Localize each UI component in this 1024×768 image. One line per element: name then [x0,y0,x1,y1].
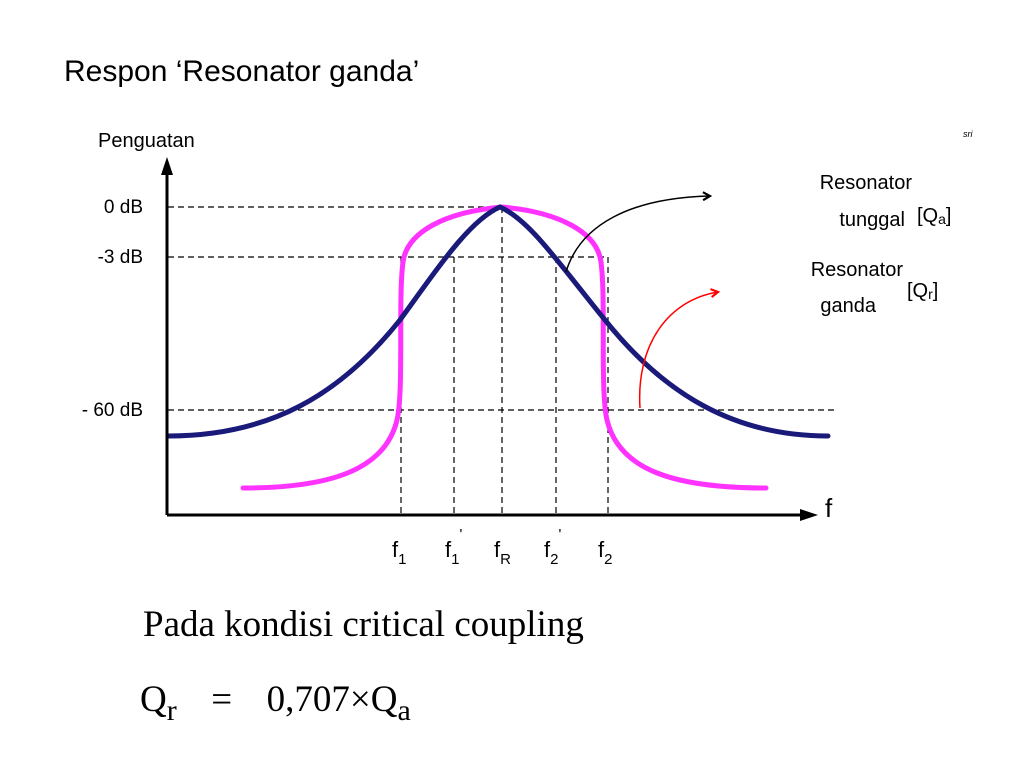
y-tick-3db: -3 dB [98,247,143,268]
slide-title: Respon ‘Resonator ganda’ [64,55,420,88]
formula: Qr = 0,707×Qa [140,676,411,727]
formula-equals: = [211,679,233,720]
single-resonator-curve [165,204,831,439]
single-resonator-label-line1: Resonator [820,172,913,194]
y-tick-60db: - 60 dB [82,400,143,421]
y-tick-0db: 0 dB [104,197,143,218]
double-resonator-pointer [638,292,718,409]
x-tick-fR: fR [494,537,511,568]
double-resonator-label-line2: ganda [820,295,876,317]
formula-rhs: Q [370,679,398,720]
x-axis-label: f [825,493,833,523]
y-axis-label: Penguatan [98,130,195,152]
formula-times: × [349,679,371,720]
double-resonator-q: [Qr] [907,280,938,302]
x-axis-arrowhead [800,509,818,521]
formula-lhs-sub: r [166,694,177,727]
x-tick-f1-prime: f1' [445,526,462,568]
x-tick-f2-prime: f2' [544,526,561,568]
y-axis-arrowhead [161,157,173,175]
axes [165,170,806,517]
x-tick-f1: f1 [392,537,406,568]
single-resonator-q: [Qa] [917,205,951,227]
double-resonator-curve [240,204,769,491]
double-resonator-label-line1: Resonator [811,259,904,281]
single-resonator-label-line2: tunggal [839,209,905,231]
formula-lhs: Q [140,679,167,720]
formula-rhs-sub: a [397,694,411,727]
single-resonator-pointer [565,196,710,273]
x-tick-f2: f2 [598,537,612,568]
guide-lines [168,206,836,515]
formula-value: 0,707 [266,679,350,720]
corner-mark: sri [963,129,973,139]
condition-text: Pada kondisi critical coupling [143,604,584,645]
